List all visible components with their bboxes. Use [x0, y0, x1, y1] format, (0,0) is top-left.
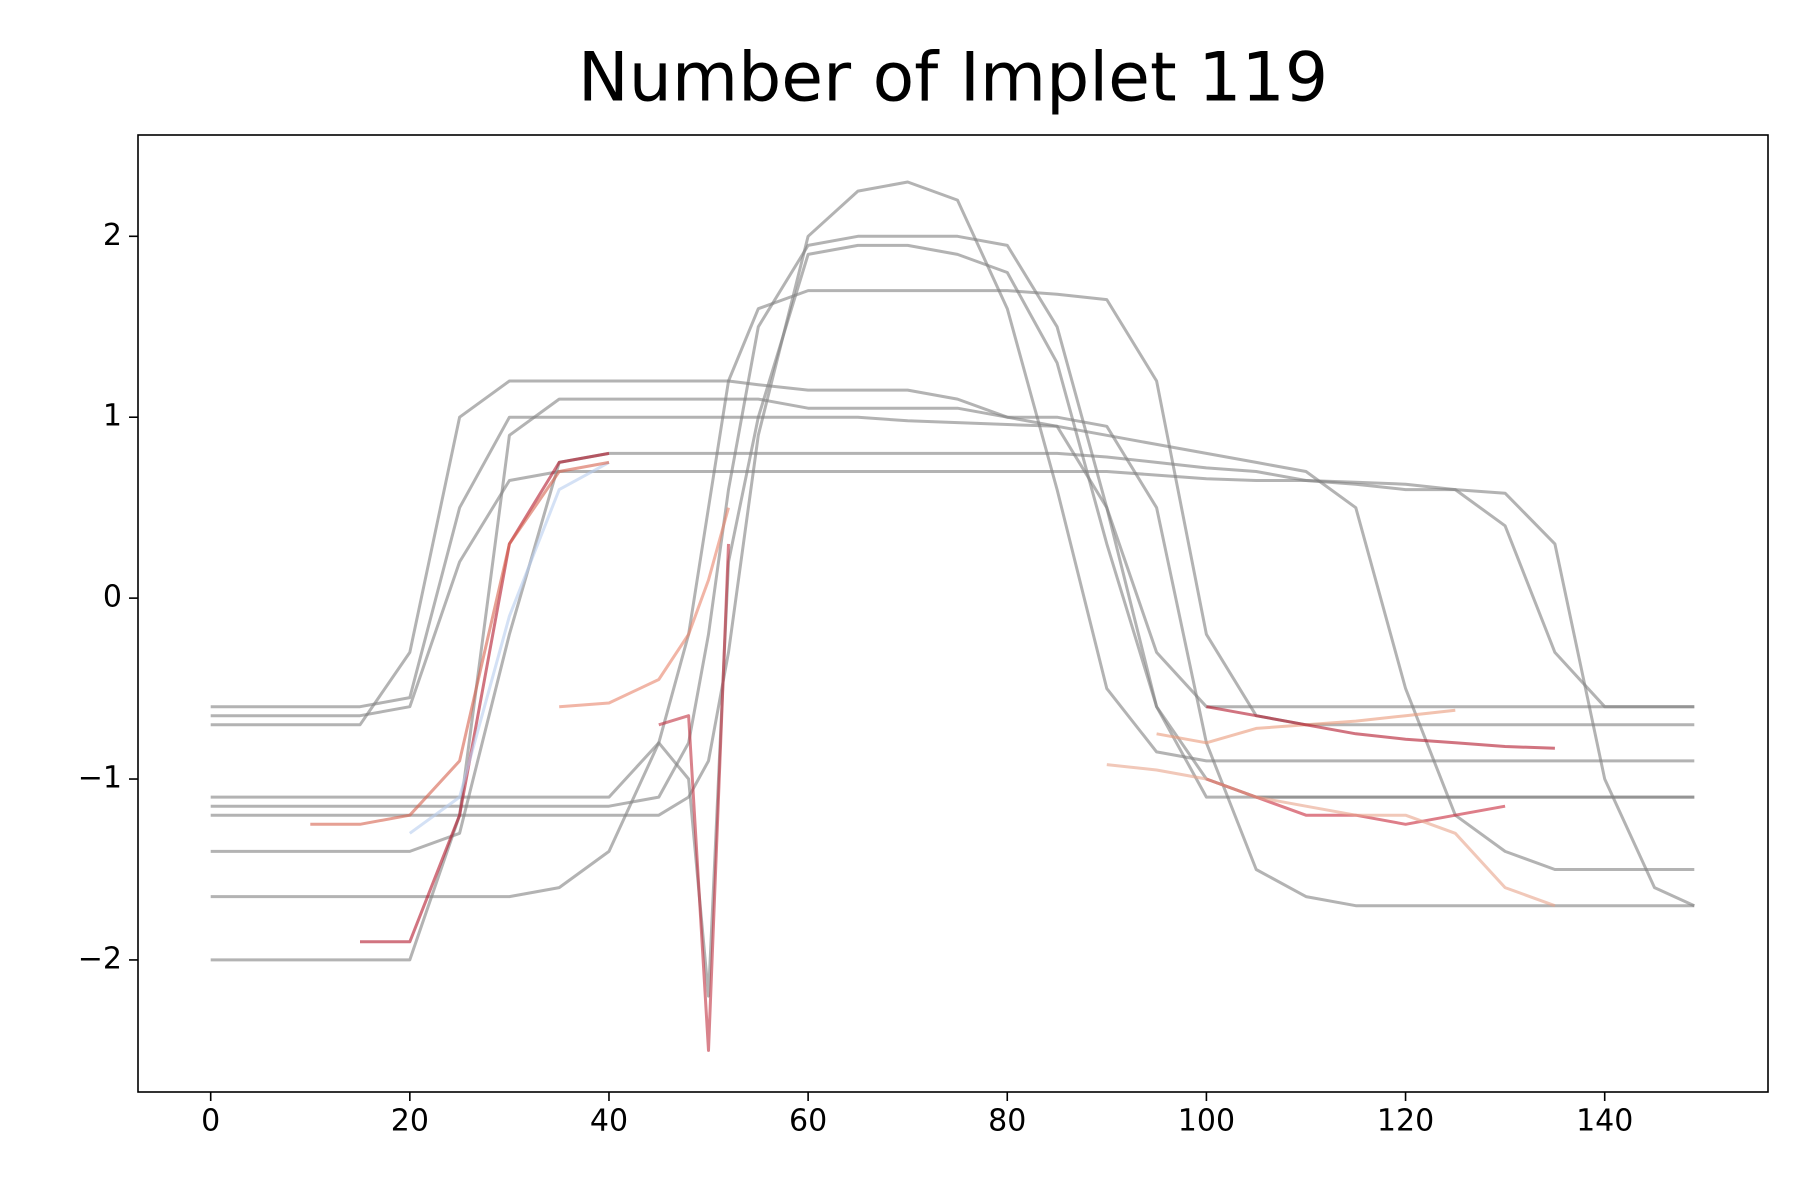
x-tick-label: 120 [1377, 1104, 1434, 1139]
series-line [210, 451, 1695, 908]
series-line [1206, 705, 1555, 750]
x-tick-label: 100 [1178, 1104, 1235, 1139]
series-line [210, 234, 1695, 808]
chart-title: Number of Implet 119 [578, 39, 1328, 118]
series-line [310, 460, 610, 826]
y-tick-label: 0 [103, 580, 122, 615]
x-tick-label: 60 [789, 1104, 827, 1139]
series-line [360, 451, 610, 944]
series-line [408, 461, 610, 835]
x-tick-label: 80 [988, 1104, 1026, 1139]
y-tick-label: 2 [103, 218, 122, 253]
x-tick-label: 0 [201, 1104, 220, 1139]
series-line [210, 379, 1695, 871]
x-tick-label: 40 [590, 1104, 628, 1139]
plot-frame [137, 134, 1769, 1093]
series-line [210, 243, 1695, 998]
y-tick-label: −2 [78, 941, 122, 976]
series-line [210, 470, 1695, 718]
series-line [658, 543, 730, 1052]
series-line [210, 180, 1695, 817]
y-tick-label: 1 [103, 399, 122, 434]
series-line [1106, 763, 1556, 908]
y-tick-label: −1 [78, 761, 122, 796]
series-line [559, 507, 730, 709]
series-line [210, 397, 1695, 962]
x-tick-label: 20 [391, 1104, 429, 1139]
series-line [210, 415, 1695, 709]
series-line [210, 289, 1695, 899]
x-tick-label: 140 [1576, 1104, 1633, 1139]
